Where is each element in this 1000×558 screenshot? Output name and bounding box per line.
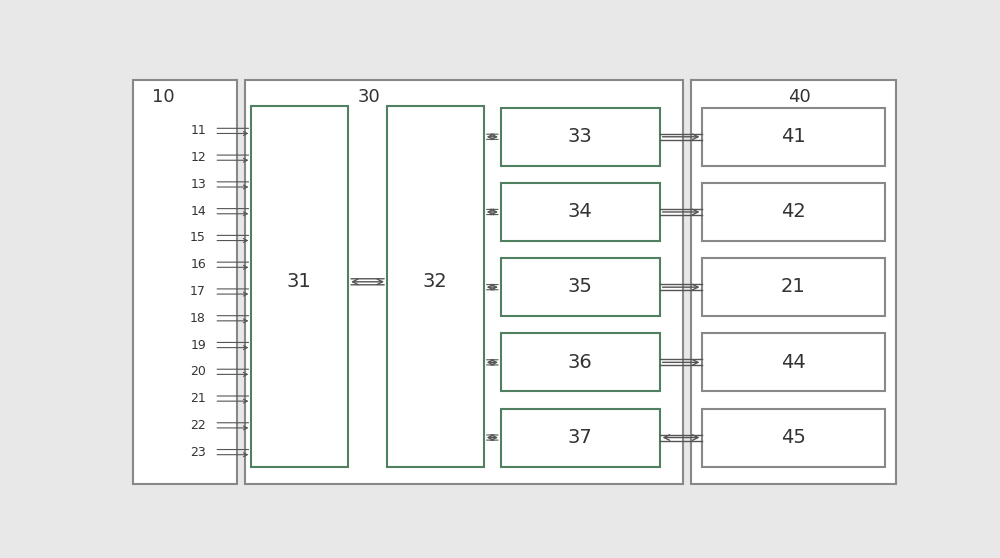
Text: 14: 14 [190,205,206,218]
Text: 10: 10 [152,88,175,106]
Text: 21: 21 [781,277,805,296]
Text: 44: 44 [781,353,805,372]
Text: 32: 32 [423,272,447,291]
Text: 11: 11 [190,124,206,137]
Bar [501,183,660,241]
Text: 13: 13 [190,178,206,191]
Bar [501,408,660,466]
Bar [245,80,683,484]
Bar [387,105,484,466]
Text: 16: 16 [190,258,206,271]
Text: 18: 18 [190,312,206,325]
Text: 22: 22 [190,419,206,432]
Bar [133,80,237,484]
Text: 31: 31 [287,272,312,291]
Text: 20: 20 [190,365,206,378]
Text: 34: 34 [568,202,592,222]
Bar [702,333,885,391]
Text: 42: 42 [781,202,805,222]
Text: 17: 17 [190,285,206,298]
Text: 30: 30 [358,88,380,106]
Bar [702,108,885,166]
Bar [702,408,885,466]
Text: 19: 19 [190,339,206,352]
Bar [251,105,348,466]
Text: 36: 36 [568,353,592,372]
Text: 45: 45 [781,428,805,447]
Bar [501,108,660,166]
Bar [691,80,896,484]
Text: 33: 33 [568,127,592,146]
Text: 35: 35 [567,277,592,296]
Text: 37: 37 [568,428,592,447]
Bar [702,183,885,241]
Text: 15: 15 [190,232,206,244]
Text: 23: 23 [190,446,206,459]
Text: 40: 40 [788,88,810,106]
Text: 21: 21 [190,392,206,405]
Text: 41: 41 [781,127,805,146]
Bar [702,258,885,316]
Bar [501,333,660,391]
Bar [501,258,660,316]
Text: 12: 12 [190,151,206,164]
